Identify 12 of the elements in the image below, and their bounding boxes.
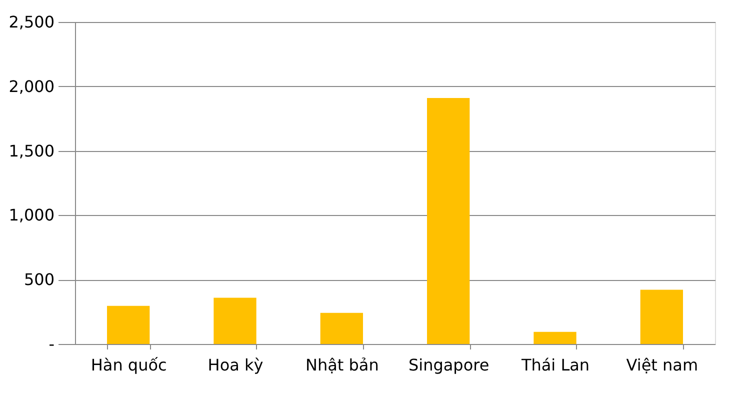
x-tick-label: Nhật bản [305, 356, 379, 374]
x-tick-label: Hàn quốc [90, 356, 167, 374]
y-tick-label: - [48, 334, 54, 354]
x-tick-label: Việt nam [626, 356, 698, 374]
y-tick-label: 1,000 [8, 206, 54, 225]
x-tick-label: Singapore [408, 356, 490, 374]
y-tick-label: 1,500 [8, 141, 54, 160]
y-tick-label: 2,000 [8, 76, 54, 96]
y-tick-label: 2,500 [8, 12, 54, 32]
y-tick-label: 500 [24, 270, 54, 290]
x-tick-label: Hoa kỳ [208, 356, 264, 374]
x-tick-label: Thái Lan [520, 356, 590, 374]
